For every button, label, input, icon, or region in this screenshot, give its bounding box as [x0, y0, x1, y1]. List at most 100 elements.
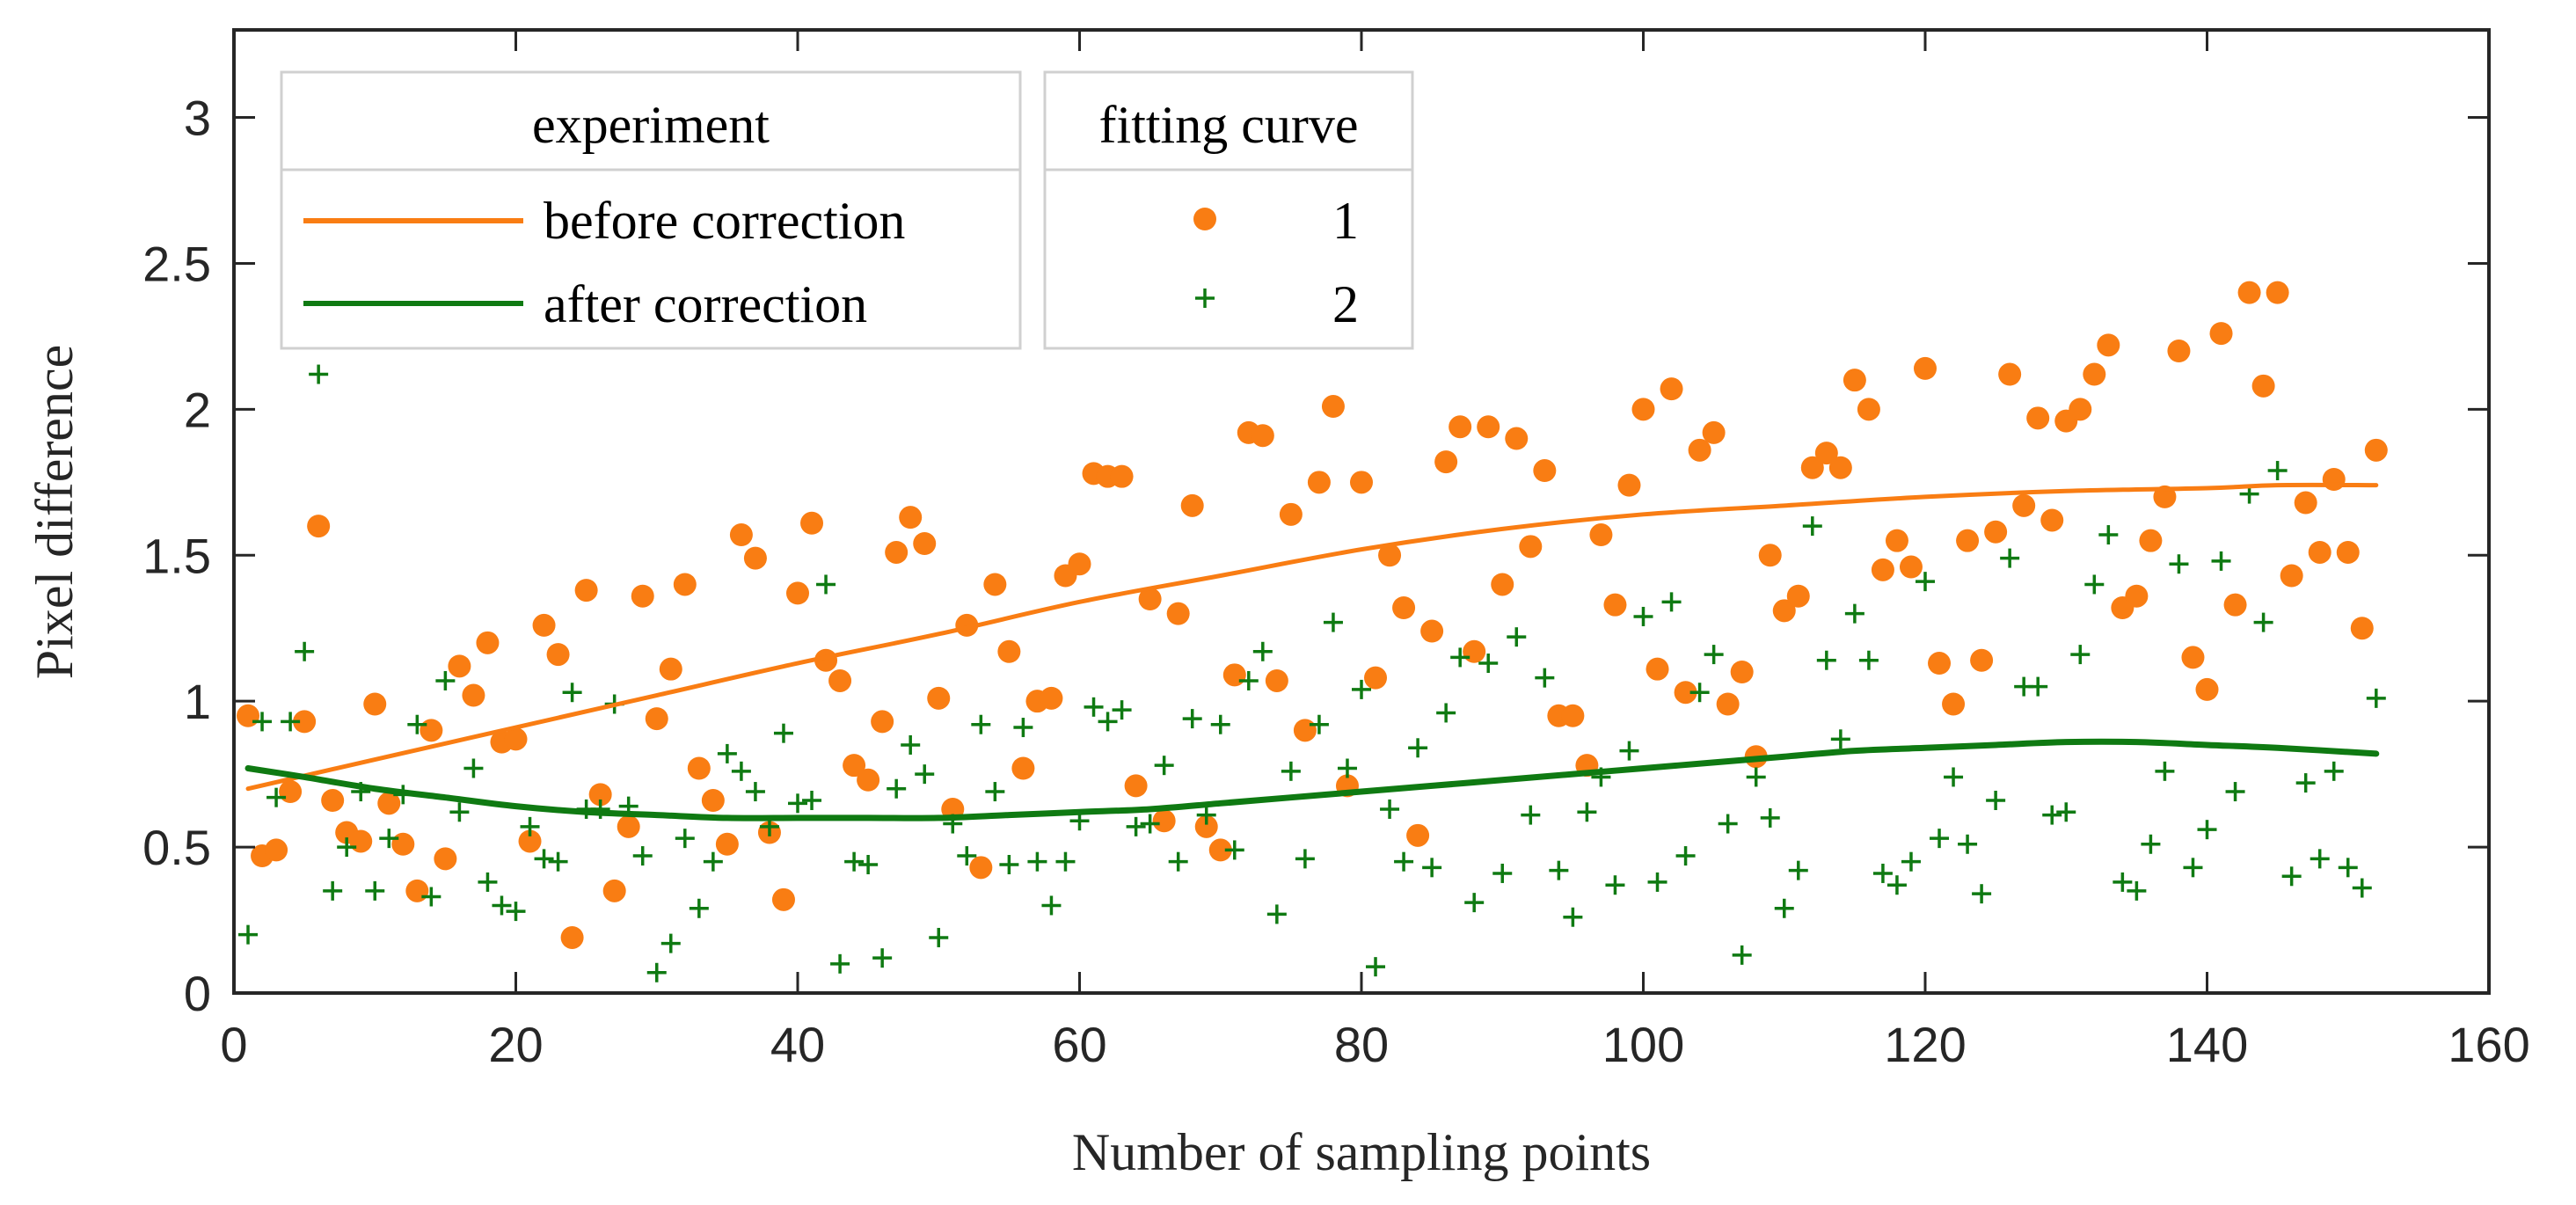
point-series-2 [1154, 756, 1174, 776]
point-series-2 [365, 880, 385, 901]
point-series-1 [2266, 281, 2289, 304]
point-series-1 [1138, 588, 1162, 611]
point-series-1 [2237, 281, 2261, 304]
point-series-2 [1746, 767, 1766, 787]
point-series-2 [2084, 574, 2105, 595]
scatter-markers [237, 281, 2388, 982]
point-series-2 [1886, 875, 1907, 895]
y-tick-label: 0 [184, 966, 211, 1021]
line-after-correction [244, 738, 2380, 822]
point-series-2 [548, 851, 568, 872]
point-series-2 [2253, 612, 2273, 632]
point-series-1 [2012, 493, 2036, 517]
point-series-1 [1124, 774, 1148, 798]
point-series-1 [1660, 377, 1683, 401]
point-series-1 [631, 584, 654, 608]
point-series-2 [1168, 851, 1188, 872]
point-series-1 [1758, 544, 1782, 567]
point-series-2 [2352, 878, 2372, 898]
point-series-2 [2127, 880, 2147, 901]
point-series-1 [2322, 468, 2346, 491]
point-series-2 [858, 855, 879, 874]
point-series-2 [1027, 851, 1047, 872]
point-series-2 [534, 849, 554, 869]
point-series-2 [1266, 904, 1287, 924]
point-series-1 [532, 613, 556, 637]
point-series-2 [1930, 829, 1950, 849]
point-series-1 [1857, 398, 1880, 421]
point-series-1 [420, 719, 443, 742]
point-series-1 [1519, 535, 1543, 559]
y-tick-labels: 0 0.5 1 1.5 2 2.5 3 [142, 91, 211, 1021]
point-series-2 [1958, 834, 1978, 854]
point-series-1 [1378, 544, 1402, 567]
point-series-2 [2169, 554, 2189, 574]
point-series-2 [1944, 767, 1964, 787]
point-series-1 [349, 829, 373, 853]
fit-lines [244, 482, 2380, 822]
point-series-1 [997, 639, 1021, 663]
point-series-2 [1844, 603, 1864, 624]
point-series-2 [1182, 709, 1202, 729]
point-series-2 [1689, 683, 1710, 703]
point-series-2 [1281, 761, 1301, 781]
point-series-2 [1478, 654, 1499, 674]
point-series-1 [1449, 415, 1472, 439]
point-series-2 [915, 764, 935, 785]
point-series-1 [1716, 692, 1740, 716]
point-series-1 [2223, 593, 2247, 617]
point-series-1 [2350, 617, 2374, 640]
point-series-2 [1295, 849, 1315, 869]
point-series-1 [871, 710, 894, 734]
point-series-2 [632, 846, 653, 866]
point-series-2 [731, 761, 751, 781]
x-tick-label: 160 [2448, 1017, 2529, 1072]
point-series-2 [788, 793, 807, 814]
point-series-1 [1589, 523, 1613, 547]
point-series-2 [2211, 551, 2231, 571]
point-series-1 [2097, 333, 2120, 357]
point-series-1 [1279, 502, 1303, 526]
point-series-2 [1224, 840, 1244, 860]
legend-marker-circle [1193, 208, 1216, 230]
point-series-1 [546, 643, 570, 667]
point-series-2 [999, 855, 1019, 874]
point-series-1 [237, 704, 260, 727]
legend-fitting-box [1043, 70, 1414, 350]
point-series-1 [1843, 369, 1866, 392]
x-tick-label: 80 [1334, 1017, 1389, 1072]
point-series-2 [266, 787, 287, 807]
point-series-2 [435, 670, 456, 690]
point-series-2 [2000, 548, 2020, 568]
y-tick-label: 1.5 [142, 528, 211, 583]
axis-ticks [232, 30, 2491, 995]
point-series-1 [1505, 427, 1529, 450]
point-series-2 [660, 933, 681, 953]
point-series-2 [478, 872, 498, 892]
x-tick-label: 20 [488, 1017, 543, 1072]
point-series-1 [1956, 529, 1980, 552]
point-series-2 [1872, 863, 1893, 883]
point-series-1 [1350, 471, 1373, 494]
point-series-1 [1110, 464, 1134, 488]
point-series-1 [1800, 456, 1824, 479]
y-tick-label: 3 [184, 91, 211, 146]
point-series-2 [2098, 525, 2119, 545]
point-series-1 [1533, 459, 1557, 483]
point-series-2 [1521, 805, 1541, 825]
point-series-2 [1972, 884, 1992, 904]
point-series-1 [293, 710, 317, 734]
y-tick-label: 1 [184, 674, 211, 729]
x-tick-label: 140 [2166, 1017, 2248, 1072]
point-series-2 [2056, 802, 2076, 822]
point-series-1 [1491, 573, 1514, 596]
point-series-1 [659, 657, 682, 681]
point-series-1 [1899, 555, 1923, 579]
point-series-2 [1422, 858, 1442, 878]
point-series-2 [2267, 461, 2288, 481]
point-series-1 [2209, 322, 2233, 346]
point-series-1 [602, 879, 626, 902]
point-series-1 [2308, 540, 2332, 564]
point-series-1 [1208, 838, 1232, 862]
point-series-2 [2295, 773, 2316, 793]
